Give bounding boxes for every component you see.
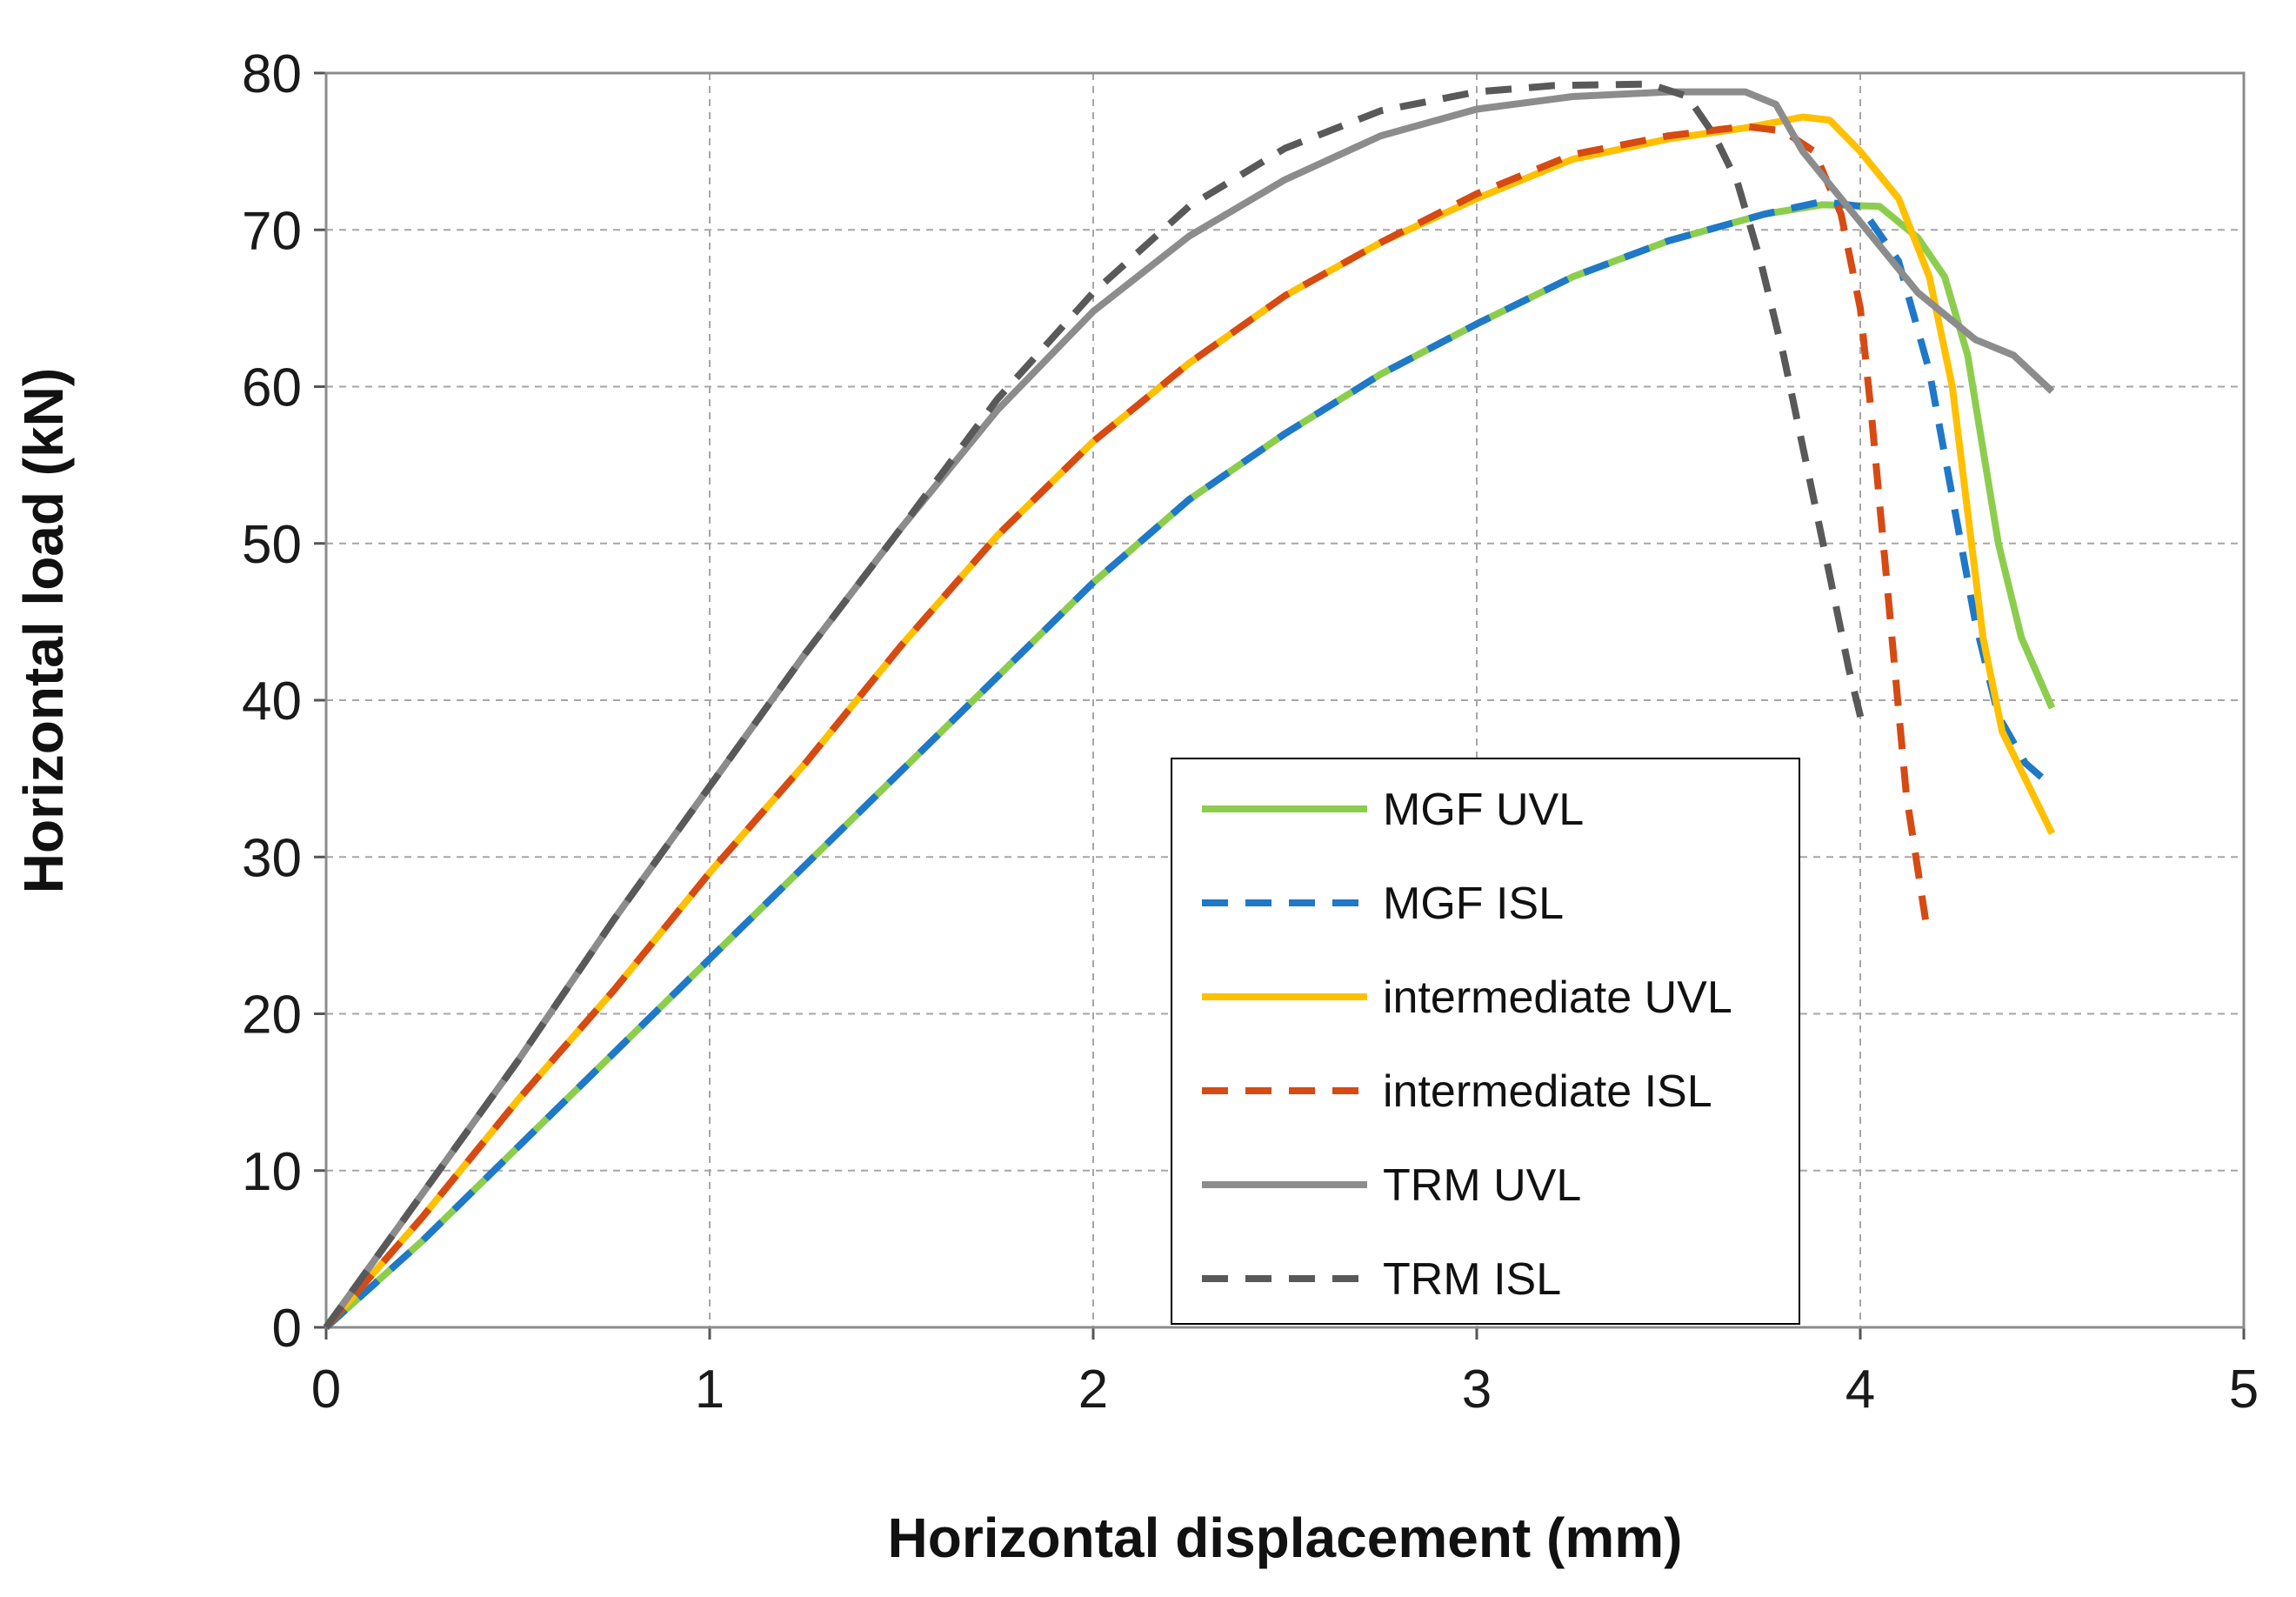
series-lines (323, 80, 2056, 1330)
y-tick-label: 20 (242, 986, 302, 1046)
legend: MGF UVL MGF ISL intermediate UVL intermedia… (1171, 758, 1800, 1325)
legend-label-mgf-uvl: MGF UVL (1383, 785, 1584, 835)
gridlines (326, 73, 2244, 1327)
x-axis-title: Horizontal displacement (mm) (888, 1507, 1683, 1569)
legend-label-trm-isl: TRM ISL (1383, 1254, 1561, 1305)
legend-label-intermediate-uvl: intermediate UVL (1383, 972, 1732, 1023)
x-tick-labels: 0 1 2 3 4 5 (311, 1360, 2259, 1420)
y-tick-label: 0 (272, 1299, 302, 1359)
legend-label-intermediate-isl: intermediate ISL (1383, 1066, 1712, 1117)
x-tick-label: 5 (2229, 1360, 2259, 1420)
x-tick-label: 2 (1078, 1360, 1108, 1420)
y-tick-label: 30 (242, 828, 302, 888)
series-line-trm-isl (323, 80, 1868, 1330)
series-line-intermediate-isl (323, 123, 1929, 1330)
y-tick-label: 40 (242, 672, 302, 732)
x-tick-label: 4 (1845, 1360, 1875, 1420)
axis-ticks (314, 71, 2246, 1340)
legend-label-trm-uvl: TRM UVL (1383, 1160, 1581, 1211)
series-line-intermediate-uvl (323, 113, 2056, 1330)
x-tick-label: 3 (1462, 1360, 1492, 1420)
legend-box (1171, 758, 1800, 1325)
plot-area-frame (324, 71, 2246, 1329)
y-tick-label: 50 (242, 515, 302, 575)
x-tick-label: 1 (695, 1360, 724, 1420)
y-axis-title: Horizontal load (kN) (12, 368, 75, 893)
series-line-mgf-isl (324, 197, 2055, 1330)
y-tick-label: 10 (242, 1142, 302, 1202)
legend-label-mgf-isl: MGF ISL (1383, 879, 1564, 929)
y-tick-label: 80 (242, 44, 302, 104)
y-tick-label: 70 (242, 201, 302, 261)
series-line-trm-uvl (323, 88, 2055, 1330)
x-tick-label: 0 (311, 1360, 341, 1420)
y-tick-label: 60 (242, 358, 302, 418)
y-tick-labels: 0 10 20 30 40 50 60 70 80 (242, 44, 302, 1359)
